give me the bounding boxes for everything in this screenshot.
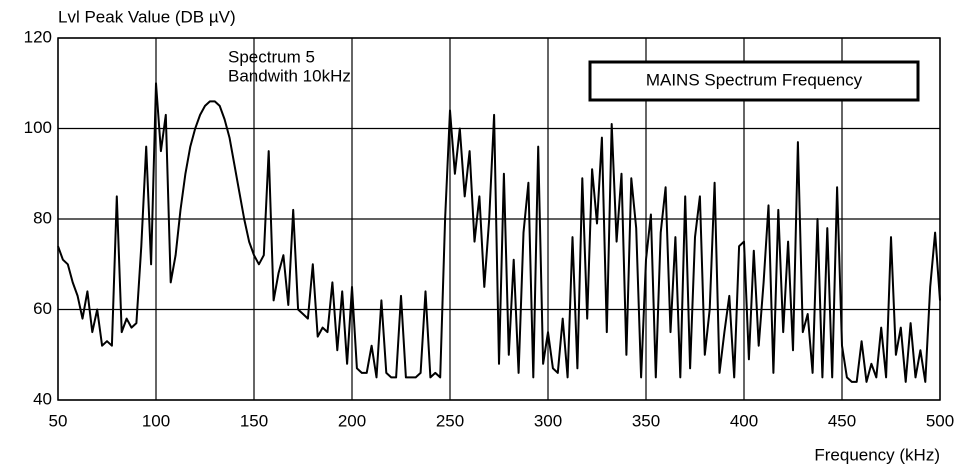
x-tick-label: 350 xyxy=(632,411,660,430)
y-tick-label: 40 xyxy=(33,389,52,408)
x-tick-label: 300 xyxy=(534,411,562,430)
x-tick-label: 200 xyxy=(338,411,366,430)
y-axis-label: Lvl Peak Value (DB µV) xyxy=(58,7,236,26)
x-tick-label: 250 xyxy=(436,411,464,430)
annotation: Spectrum 5 xyxy=(228,47,315,66)
x-tick-label: 150 xyxy=(240,411,268,430)
x-tick-label: 100 xyxy=(142,411,170,430)
y-tick-label: 80 xyxy=(33,208,52,227)
spectrum-line xyxy=(57,82,941,383)
annotation: Bandwith 10kHz xyxy=(228,66,351,85)
x-tick-label: 50 xyxy=(49,411,68,430)
y-tick-label: 100 xyxy=(24,118,52,137)
plot-border xyxy=(57,37,941,401)
y-tick-label: 60 xyxy=(33,299,52,318)
x-tick-label: 400 xyxy=(730,411,758,430)
label-box xyxy=(588,60,920,102)
y-tick-label: 120 xyxy=(24,27,52,46)
x-axis-label: Frequency (kHz) xyxy=(814,445,940,464)
x-tick-label: 450 xyxy=(828,411,856,430)
box-label: MAINS Spectrum Frequency xyxy=(646,70,863,89)
x-tick-label: 500 xyxy=(926,411,954,430)
